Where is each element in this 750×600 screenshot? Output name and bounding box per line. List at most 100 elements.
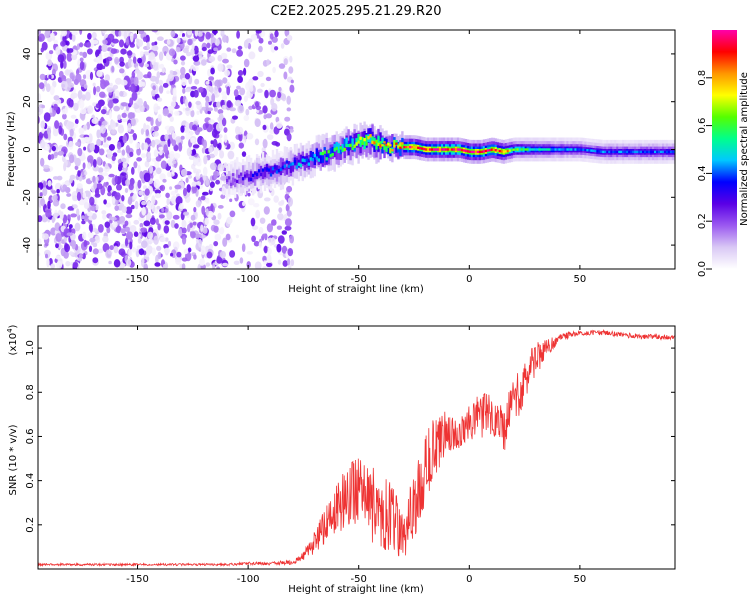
heatmap-cell <box>57 150 65 156</box>
heatmap-cell <box>52 128 59 137</box>
heatmap-cell <box>208 76 215 81</box>
heatmap-cell <box>162 82 169 88</box>
heatmap-cell <box>285 166 289 175</box>
heatmap-cell <box>208 119 215 124</box>
heatmap-cell <box>622 150 625 154</box>
colorbar-label: Normalized spectral amplitude <box>739 72 750 226</box>
heatmap-cell <box>173 152 181 159</box>
heatmap-cell <box>39 73 46 81</box>
heatmap-cell <box>249 171 253 180</box>
heatmap-cell <box>223 127 228 133</box>
heatmap-cell <box>44 30 51 38</box>
heatmap-cell <box>257 70 264 78</box>
heatmap-cell <box>287 248 294 257</box>
heatmap-cell <box>265 113 273 119</box>
heatmap-cell <box>187 224 191 233</box>
heatmap-cell <box>143 263 148 269</box>
heatmap-cell <box>113 245 119 254</box>
heatmap-cell <box>222 58 229 64</box>
heatmap-cell <box>365 142 368 146</box>
heatmap-cell <box>166 211 173 220</box>
heatmap-cell <box>182 33 185 38</box>
heatmap-cell <box>570 148 573 151</box>
heatmap-cell <box>47 131 51 141</box>
heatmap-cell <box>391 149 394 152</box>
y-tick-label: 0.2 <box>25 517 36 533</box>
heatmap-cell <box>58 125 63 135</box>
heatmap-cell <box>132 56 137 64</box>
heatmap-cell <box>281 165 285 169</box>
heatmap-cell <box>179 30 184 34</box>
heatmap-cell <box>333 148 336 152</box>
heatmap-cell <box>146 41 150 50</box>
heatmap-cell <box>141 200 147 206</box>
heatmap-cell <box>604 150 607 154</box>
heatmap-cell <box>367 136 370 140</box>
heatmap-cell <box>86 162 92 170</box>
heatmap-cell <box>151 195 156 205</box>
heatmap-cell <box>363 138 366 142</box>
heatmap-cell <box>230 182 233 186</box>
heatmap-cell <box>183 211 189 216</box>
heatmap-cell <box>38 112 41 116</box>
heatmap-cell <box>278 86 282 92</box>
heatmap-cell <box>149 165 154 174</box>
heatmap-cell <box>516 148 519 151</box>
y-tick-label: -20 <box>22 189 33 205</box>
heatmap-cell <box>480 150 484 153</box>
heatmap-cell <box>142 81 146 87</box>
heatmap-cell <box>383 144 386 151</box>
heatmap-cell <box>628 150 631 154</box>
heatmap-cell <box>94 235 101 244</box>
heatmap-cell <box>315 156 318 160</box>
heatmap-cell <box>263 245 268 254</box>
heatmap-cell <box>325 157 328 161</box>
heatmap-cell <box>55 233 62 242</box>
heatmap-cell <box>120 79 128 86</box>
heatmap-cell <box>121 157 127 163</box>
heatmap-cell <box>445 148 448 151</box>
heatmap-cell <box>120 172 127 176</box>
snr-x-label: Height of straight line (km) <box>288 584 424 595</box>
heatmap-cell <box>620 150 623 154</box>
heatmap-cell <box>466 150 470 153</box>
heatmap-cell <box>96 69 103 78</box>
heatmap-cell <box>275 165 279 174</box>
heatmap-cell <box>205 81 210 85</box>
heatmap-cell <box>121 118 128 123</box>
heatmap-cell <box>51 190 57 194</box>
heatmap-cell <box>213 241 219 247</box>
heatmap-cell <box>208 56 216 62</box>
heatmap-cell <box>201 205 206 215</box>
heatmap-cell <box>502 150 506 153</box>
x-tick-label: -100 <box>237 574 260 585</box>
heatmap-cell <box>205 199 210 204</box>
heatmap-cell <box>181 227 187 234</box>
heatmap-cell <box>393 145 396 148</box>
heatmap-cell <box>163 225 170 234</box>
heatmap-cell <box>259 173 263 177</box>
heatmap-cell <box>389 147 392 154</box>
heatmap-cell <box>231 48 237 54</box>
heatmap-cell <box>200 245 206 255</box>
heatmap-cell <box>648 150 651 154</box>
heatmap-cell <box>86 211 93 217</box>
heatmap-cell <box>89 237 96 243</box>
heatmap-cell <box>286 107 292 112</box>
heatmap-cell <box>166 90 170 94</box>
heatmap-cell <box>261 147 266 153</box>
heatmap-cell <box>663 150 667 154</box>
heatmap-cell <box>191 181 197 187</box>
heatmap-cell <box>349 136 352 145</box>
heatmap-cell <box>110 121 116 128</box>
heatmap-cell <box>395 142 398 145</box>
heatmap-cell <box>301 158 304 162</box>
heatmap-cell <box>137 164 141 174</box>
heatmap-cell <box>560 148 563 151</box>
heatmap-cell <box>145 34 150 44</box>
heatmap-cell <box>271 167 275 171</box>
heatmap-cell <box>66 52 73 62</box>
heatmap-cell <box>213 147 219 157</box>
heatmap-cell <box>568 148 571 151</box>
heatmap-cell <box>610 150 613 154</box>
